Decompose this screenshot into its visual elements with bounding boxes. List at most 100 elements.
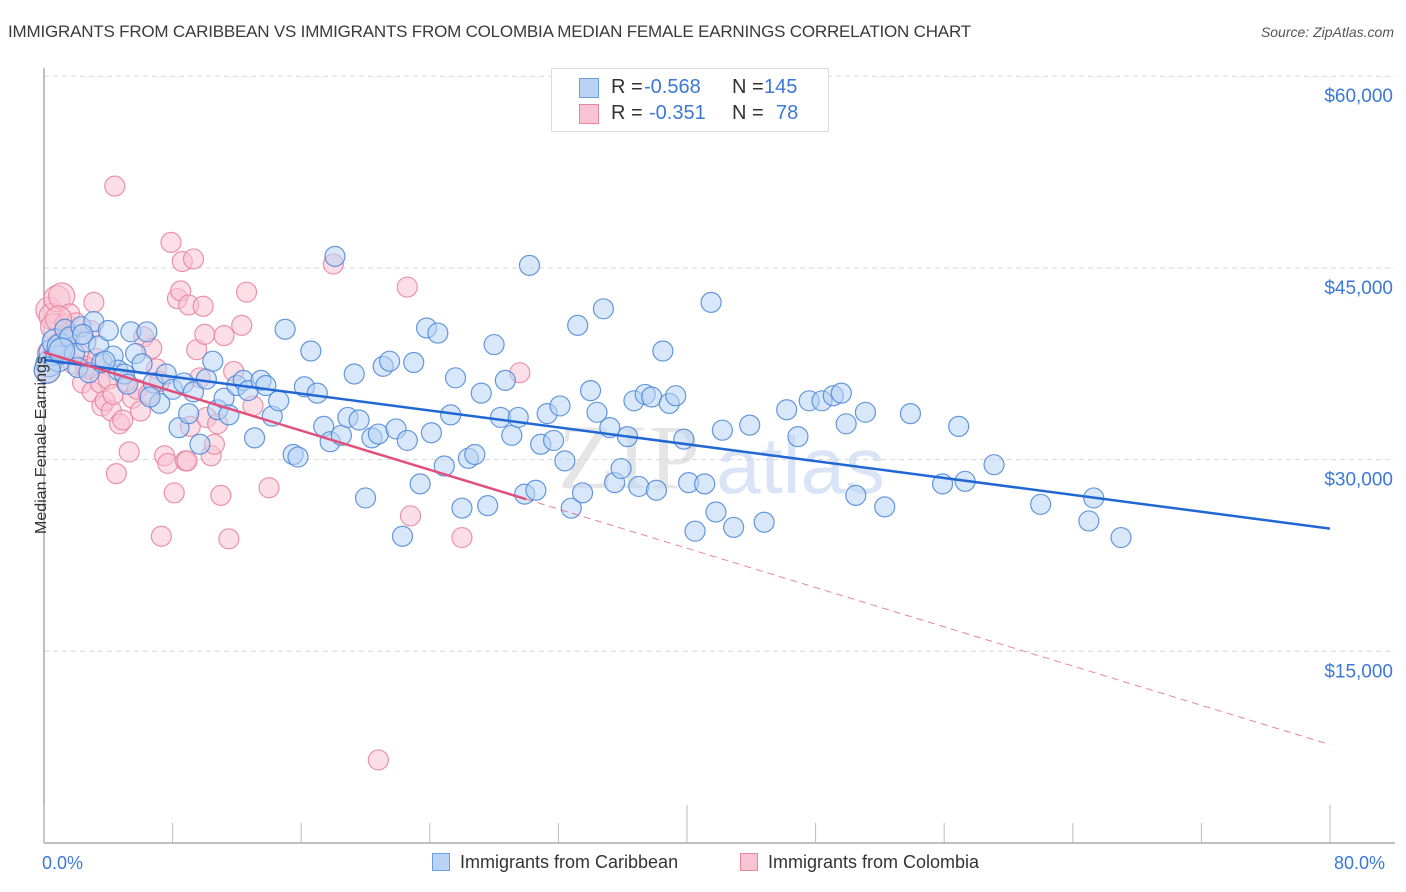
data-point [586,401,608,423]
data-point [549,395,571,417]
data-point [182,248,205,270]
data-point [194,323,216,345]
y-tick-label: $45,000 [1324,278,1393,299]
data-point [367,749,389,771]
data-point [33,356,61,384]
data-point [433,455,455,477]
data-point [835,413,857,435]
legend-r-value: -0.568 [644,76,701,98]
legend-n-value: 78 [776,102,799,124]
axes [43,68,1395,844]
data-point [830,382,852,404]
data-point [71,323,94,345]
legend-n-label: N = [732,102,764,124]
data-point [470,382,492,404]
data-point [694,473,716,495]
legend-n-value: 145 [764,76,798,98]
bottom-legend-colombia[interactable]: Immigrants from Colombia [740,852,979,873]
data-point [723,516,745,538]
data-point [218,528,240,550]
data-point [160,231,182,253]
bottom-legend-label: Immigrants from Colombia [768,852,980,872]
data-point [477,495,499,517]
data-point [700,291,722,314]
y-tick-label: $15,000 [1324,661,1393,682]
data-point [501,424,523,446]
data-point [776,399,798,421]
data-point [948,415,970,437]
data-point [628,475,650,498]
data-point [854,401,877,423]
y-tick-label: $60,000 [1324,86,1393,107]
data-point [787,425,809,448]
data-point [287,446,309,468]
data-point [592,298,615,320]
x-tick-label-min: 0.0% [42,853,84,873]
legend-r-label: R = [611,76,643,98]
legend-n-label: N = [732,76,764,98]
data-point [652,340,674,362]
data-point [673,428,695,450]
data-point [571,482,594,504]
data-point [1078,510,1100,532]
chart-title: IMMIGRANTS FROM CARIBBEAN VS IMMIGRANTS … [8,22,971,41]
data-point [874,496,896,518]
data-point [560,497,582,519]
caribbean-points [33,245,1132,549]
legend-r-label: R = [611,102,643,124]
data-point [176,450,198,472]
data-point [684,520,706,542]
data-point [1030,493,1052,515]
data-point [274,318,296,340]
data-point [202,350,224,372]
data-point [243,427,266,449]
colombia-swatch-icon [740,853,758,871]
data-point [235,281,258,303]
data-point [464,443,486,466]
colombia-trend-line [43,351,527,501]
data-point [845,484,867,506]
data-point [983,454,1005,476]
trend-lines [43,351,1331,746]
data-point [150,525,172,547]
y-axis-label: Median Female Earnings [33,356,50,534]
x-tick-label-max: 80.0% [1334,853,1386,873]
data-point [136,321,158,343]
data-point [525,479,547,501]
data-point [554,450,576,472]
correlation-legend: R = -0.568 N = 145 R = -0.351 N = 78 [551,68,829,132]
y-tick-label: $30,000 [1324,470,1393,491]
data-point [739,414,761,436]
data-point [645,479,668,501]
source-label: Source: ZipAtlas.com [1260,24,1394,40]
data-point [444,367,467,389]
data-point [542,429,565,452]
data-point [118,441,140,463]
data-point [610,457,632,480]
data-point [210,484,232,506]
data-point [391,525,414,547]
data-point [178,402,200,425]
data-point [396,276,418,298]
data-point [367,423,389,445]
data-point [711,419,733,441]
data-point [104,175,126,197]
data-point [324,245,346,267]
data-point [48,337,76,365]
bottom-legend-caribbean[interactable]: Immigrants from Caribbean [432,852,678,873]
data-point [409,473,431,495]
data-point [258,477,280,499]
data-point [641,386,663,408]
legend-r-value: -0.351 [649,102,706,124]
caribbean-trend-line [43,358,1331,530]
data-point [427,322,449,344]
data-point [705,501,727,523]
data-point [343,363,365,385]
data-point [306,382,328,404]
data-point [1110,526,1132,549]
data-point [507,406,529,429]
data-point [268,390,290,412]
data-point [567,314,589,337]
data-point [403,351,425,374]
